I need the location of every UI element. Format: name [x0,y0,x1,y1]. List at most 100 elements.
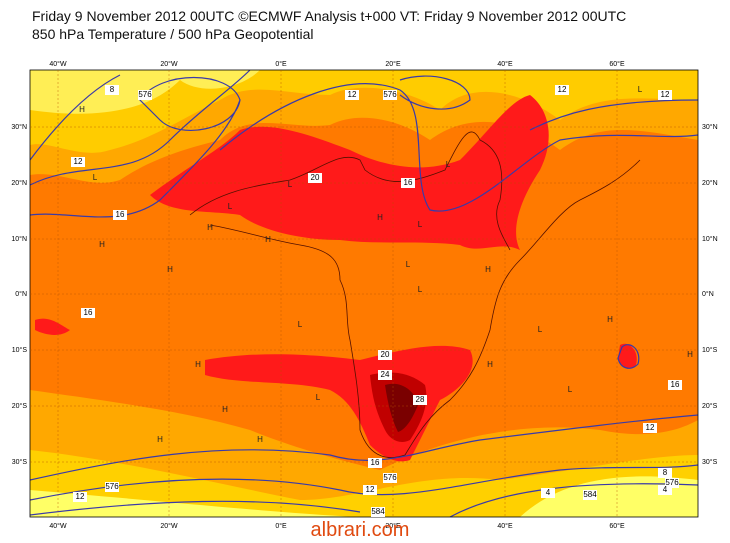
lat-label: 20°S [12,402,28,410]
lon-label: 0°E [275,522,287,530]
pressure-mark: H [195,360,201,369]
contour-label: 20 [311,173,320,182]
pressure-mark: L [446,160,451,169]
lat-label: 30°S [12,458,28,466]
lat-label: 0°N [702,290,714,298]
contour-label-bg [401,178,415,188]
contour-label: 4 [663,485,668,494]
contour-label: 16 [371,458,380,467]
contour-label-bg [73,492,87,502]
contour-label: 16 [84,308,93,317]
contour-label: 12 [646,423,655,432]
lat-label: 10°S [12,346,28,354]
pressure-mark: L [288,180,293,189]
pressure-mark: H [222,405,228,414]
lat-label: 20°S [702,402,718,410]
contour-label-bg [308,173,322,183]
contour-label: 24 [381,370,390,379]
contour-label-bg [583,490,597,500]
lat-label: 10°N [702,235,718,243]
contour-label-bg [668,380,682,390]
lat-label: 10°S [702,346,718,354]
contour-label: 16 [116,210,125,219]
contour-label-bg [138,90,152,100]
title-line: Friday 9 November 2012 00UTC ©ECMWF Anal… [32,8,626,24]
contour-label: 576 [665,478,679,487]
pressure-mark: L [298,320,303,329]
pressure-mark: H [157,435,163,444]
contour-label: 12 [76,492,85,501]
contour-label-bg [378,350,392,360]
contour-label-bg [105,482,119,492]
contour-label: 16 [404,178,413,187]
pressure-mark: H [99,240,105,249]
lat-label: 30°N [702,123,718,131]
lon-label: 40°W [49,522,67,530]
pressure-mark: L [93,173,98,182]
pressure-mark: H [487,360,493,369]
watermark: albrari.com [311,519,410,538]
pressure-mark: H [265,235,271,244]
contour-label: 28 [416,395,425,404]
pressure-mark: L [406,260,411,269]
pressure-mark: H [207,223,213,232]
contour-label-bg [643,423,657,433]
lon-label: 40°E [497,522,513,530]
contour-label: 20 [381,350,390,359]
contour-label: 576 [383,473,397,482]
contour-label: 12 [661,90,670,99]
lat-label: 30°S [702,458,718,466]
contour-label: 584 [371,507,385,516]
contour-label: 576 [105,482,119,491]
contour-label: 12 [74,157,83,166]
lon-label: 20°W [160,60,178,68]
pressure-mark: H [257,435,263,444]
contour-label-bg [105,85,119,95]
contour-label-bg [345,90,359,100]
pressure-mark: H [377,213,383,222]
pressure-mark: L [538,325,543,334]
pressure-mark: L [228,202,233,211]
lon-label: 60°E [609,60,625,68]
contour-label: 12 [348,90,357,99]
contour-label-bg [383,473,397,483]
pressure-mark: H [167,265,173,274]
contour-label: 12 [558,85,567,94]
pressure-mark: H [687,350,693,359]
subtitle-line: 850 hPa Temperature / 500 hPa Geopotenti… [32,26,314,42]
contour-label-bg [71,157,85,167]
contour-label-bg [113,210,127,220]
map-field [30,70,698,517]
lon-label: 20°E [385,60,401,68]
contour-label-bg [363,485,377,495]
pressure-mark: L [568,385,573,394]
contour-label: 12 [366,485,375,494]
contour-label-bg [383,90,397,100]
contour-label: 576 [138,90,152,99]
lon-label: 40°W [49,60,67,68]
pressure-mark: L [638,85,643,94]
pressure-mark: L [418,220,423,229]
contour-label-bg [371,507,385,517]
lon-label: 0°E [275,60,287,68]
lon-label: 20°E [385,522,401,530]
contour-label-bg [665,478,679,488]
contour-label-bg [658,90,672,100]
pressure-mark: H [485,265,491,274]
pressure-mark: H [607,315,613,324]
contour-label-bg [658,485,672,495]
lat-label: 20°N [702,179,718,187]
pressure-mark: H [79,105,85,114]
map-frame [29,69,699,518]
contour-label-bg [555,85,569,95]
lat-label: 20°N [11,179,27,187]
contour-label: 8 [110,85,115,94]
lon-label: 20°W [160,522,178,530]
contour-label: 8 [663,468,668,477]
contour-label: 16 [671,380,680,389]
contour-label-bg [81,308,95,318]
contour-label-bg [368,458,382,468]
lon-label: 40°E [497,60,513,68]
lon-label: 60°E [609,522,625,530]
